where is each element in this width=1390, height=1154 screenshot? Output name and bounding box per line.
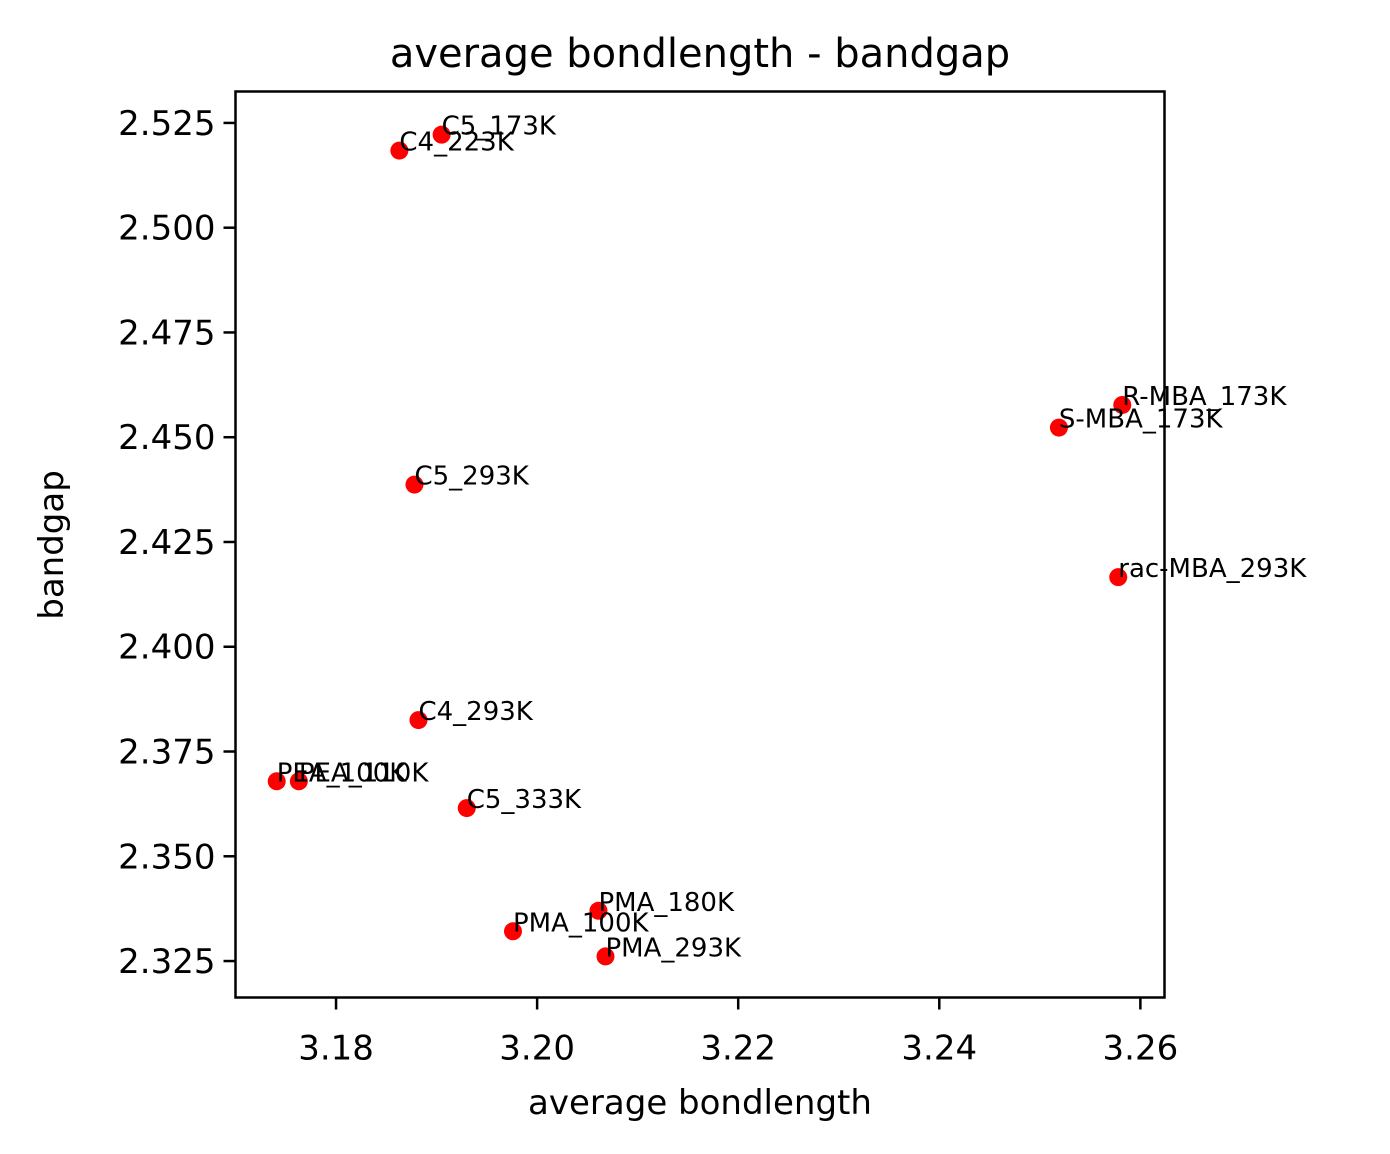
point-label: PEA_110K (299, 758, 430, 788)
point-label: PMA_180K (598, 888, 735, 918)
scatter-point (589, 901, 608, 920)
scatter-point (390, 141, 409, 160)
y-tick-label: 2.400 (118, 628, 215, 668)
x-tick-label: 3.18 (298, 1029, 374, 1069)
y-tick-label: 2.350 (118, 837, 215, 877)
point-label: C5_333K (467, 785, 582, 815)
x-axis-ticks: 3.18 3.20 3.22 3.24 3.26 (298, 997, 1179, 1069)
x-tick-label: 3.20 (499, 1029, 575, 1069)
y-axis-ticks: 2.325 2.350 2.375 2.400 2.425 2.450 2.475 2.500… (118, 104, 236, 982)
point-label: C5_173K (442, 112, 557, 142)
scatter-point (503, 922, 522, 941)
scatter-point (1113, 395, 1132, 414)
scatter-point (409, 711, 428, 730)
scatter-point (1109, 568, 1128, 587)
y-tick-label: 2.475 (118, 313, 215, 353)
chart-title: average bondlength - bandgap (390, 31, 1010, 77)
point-label: C5_293K (414, 462, 529, 492)
x-axis-label: average bondlength (528, 1083, 872, 1123)
data-points (267, 125, 1132, 966)
scatter-point (457, 799, 476, 818)
scatter-point (1049, 418, 1068, 437)
point-label: PMA_100K (513, 908, 650, 938)
scatter-point (267, 772, 286, 791)
point-label: C4_293K (418, 697, 533, 727)
x-tick-label: 3.24 (901, 1029, 977, 1069)
scatter-point (405, 475, 424, 494)
x-tick-label: 3.26 (1103, 1029, 1179, 1069)
x-tick-label: 3.22 (700, 1029, 776, 1069)
y-tick-label: 2.450 (118, 418, 215, 458)
plot-frame (234, 90, 1166, 999)
point-label: R-MBA_173K (1122, 382, 1287, 412)
point-label: S-MBA_173K (1059, 405, 1224, 435)
scatter-point (596, 947, 615, 966)
y-tick-label: 2.375 (118, 733, 215, 773)
scatter-point (289, 772, 308, 791)
point-label: rac-MBA_293K (1118, 554, 1307, 584)
point-label: PEA_100K (277, 758, 408, 788)
y-tick-label: 2.325 (118, 942, 215, 982)
y-tick-label: 2.425 (118, 523, 215, 563)
y-axis-label: bandgap (32, 470, 72, 620)
y-tick-label: 2.500 (118, 209, 215, 249)
point-label: PMA_293K (605, 933, 742, 963)
point-label: C4_223K (399, 128, 514, 158)
scatter-point (432, 125, 451, 144)
y-tick-label: 2.525 (118, 104, 215, 144)
